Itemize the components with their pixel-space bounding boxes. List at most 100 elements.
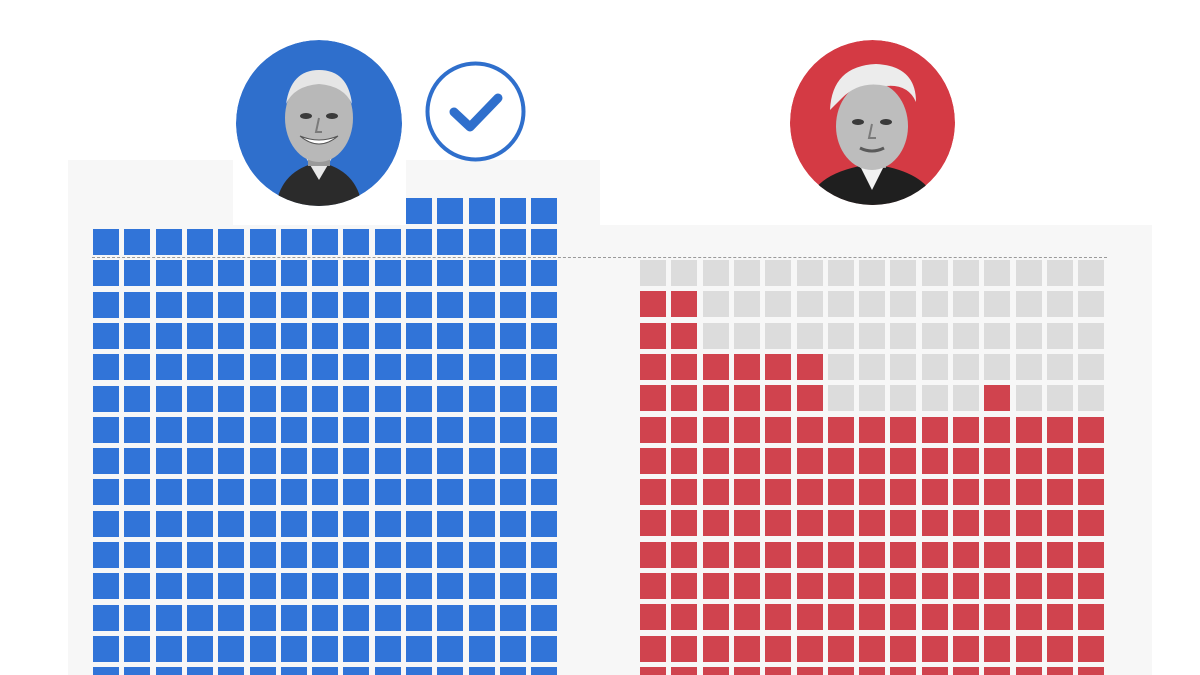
trump-vote-cell [765, 353, 792, 380]
trump-vote-cell [640, 541, 666, 568]
biden-vote-cell [374, 667, 401, 675]
trump-empty-cell [953, 385, 979, 412]
biden-vote-cell [406, 479, 432, 506]
trump-vote-cell [733, 635, 760, 662]
biden-vote-cell [280, 510, 307, 537]
trump-vote-cell [890, 541, 917, 568]
trump-empty-cell [1078, 291, 1105, 318]
trump-empty-cell [796, 291, 823, 318]
trump-vote-cell [702, 510, 729, 537]
trump-empty-cell [1078, 385, 1105, 412]
trump-vote-cell [1046, 666, 1073, 675]
biden-vote-cell [218, 229, 245, 255]
biden-vote-cell [93, 448, 119, 475]
biden-vote-cell [124, 229, 151, 255]
trump-empty-cell [921, 260, 948, 286]
trump-vote-cell [640, 635, 666, 662]
biden-vote-cell [312, 510, 339, 537]
trump-empty-cell [733, 291, 760, 318]
trump-vote-cell [640, 416, 666, 443]
biden-vote-cell [280, 479, 307, 506]
trump-empty-cell [953, 353, 979, 380]
trump-empty-cell [765, 260, 792, 286]
biden-vote-cell [280, 354, 307, 381]
trump-vote-cell [765, 666, 792, 675]
biden-vote-cell [499, 198, 526, 224]
biden-vote-cell [499, 291, 526, 318]
biden-vote-cell [312, 542, 339, 568]
biden-vote-cell [531, 542, 558, 568]
trump-vote-cell [796, 416, 823, 443]
biden-vote-cell [93, 229, 119, 255]
trump-vote-cell [796, 541, 823, 568]
biden-vote-cell [374, 510, 401, 537]
biden-vote-cell [186, 291, 213, 318]
biden-vote-cell [124, 385, 151, 412]
biden-vote-cell [312, 479, 339, 506]
trump-empty-cell [984, 322, 1011, 349]
biden-vote-cell [186, 635, 213, 662]
biden-vote-cell [186, 416, 213, 443]
biden-vote-cell [155, 354, 182, 381]
trump-vote-cell [953, 604, 979, 631]
trump-empty-cell [859, 385, 886, 412]
biden-vote-cell [249, 667, 276, 675]
trump-vote-cell [859, 447, 886, 474]
trump-empty-cell [796, 260, 823, 286]
trump-empty-cell [890, 291, 917, 318]
biden-vote-cell [155, 416, 182, 443]
trump-vote-cell [859, 541, 886, 568]
biden-vote-cell [312, 604, 339, 631]
biden-vote-cell [124, 542, 151, 568]
trump-vote-cell [827, 510, 854, 537]
biden-vote-cell [531, 479, 558, 506]
trump-vote-cell [921, 666, 948, 675]
trump-vote-cell [640, 604, 666, 631]
biden-vote-cell [468, 542, 495, 568]
trump-vote-cell [1015, 541, 1042, 568]
trump-vote-cell [921, 635, 948, 662]
biden-vote-cell [468, 510, 495, 537]
trump-vote-cell [827, 447, 854, 474]
biden-vote-cell [155, 291, 182, 318]
trump-vote-cell [984, 479, 1011, 506]
biden-vote-cell [249, 385, 276, 412]
trump-vote-cell [640, 510, 666, 537]
trump-empty-cell [890, 260, 917, 286]
biden-vote-cell [499, 635, 526, 662]
biden-vote-cell [186, 542, 213, 568]
biden-vote-cell [531, 573, 558, 600]
biden-vote-cell [124, 416, 151, 443]
biden-vote-cell [531, 354, 558, 381]
trump-empty-cell [859, 322, 886, 349]
trump-vote-cell [733, 510, 760, 537]
biden-vote-cell [437, 198, 464, 224]
biden-vote-cell [531, 229, 558, 255]
biden-vote-cell [343, 510, 370, 537]
trump-vote-cell [765, 541, 792, 568]
biden-vote-cell [437, 260, 464, 287]
biden-vote-cell [280, 229, 307, 255]
trump-empty-cell [921, 291, 948, 318]
trump-vote-cell [890, 479, 917, 506]
biden-vote-cell [437, 510, 464, 537]
biden-vote-cell [499, 354, 526, 381]
biden-vote-cell [499, 542, 526, 568]
biden-vote-cell [468, 604, 495, 631]
biden-vote-cell [249, 229, 276, 255]
trump-empty-cell [765, 322, 792, 349]
trump-vote-cell [765, 447, 792, 474]
trump-empty-cell [1078, 322, 1105, 349]
trump-vote-cell [702, 353, 729, 380]
trump-vote-cell [859, 479, 886, 506]
trump-vote-cell [953, 573, 979, 599]
trump-vote-cell [796, 604, 823, 631]
trump-vote-cell [671, 416, 698, 443]
biden-vote-cell [406, 260, 432, 287]
trump-empty-cell [859, 353, 886, 380]
biden-vote-cell [280, 322, 307, 349]
biden-vote-cell [218, 667, 245, 675]
biden-vote-cell [343, 354, 370, 381]
trump-vote-cell [1046, 635, 1073, 662]
trump-vote-cell [1015, 573, 1042, 599]
